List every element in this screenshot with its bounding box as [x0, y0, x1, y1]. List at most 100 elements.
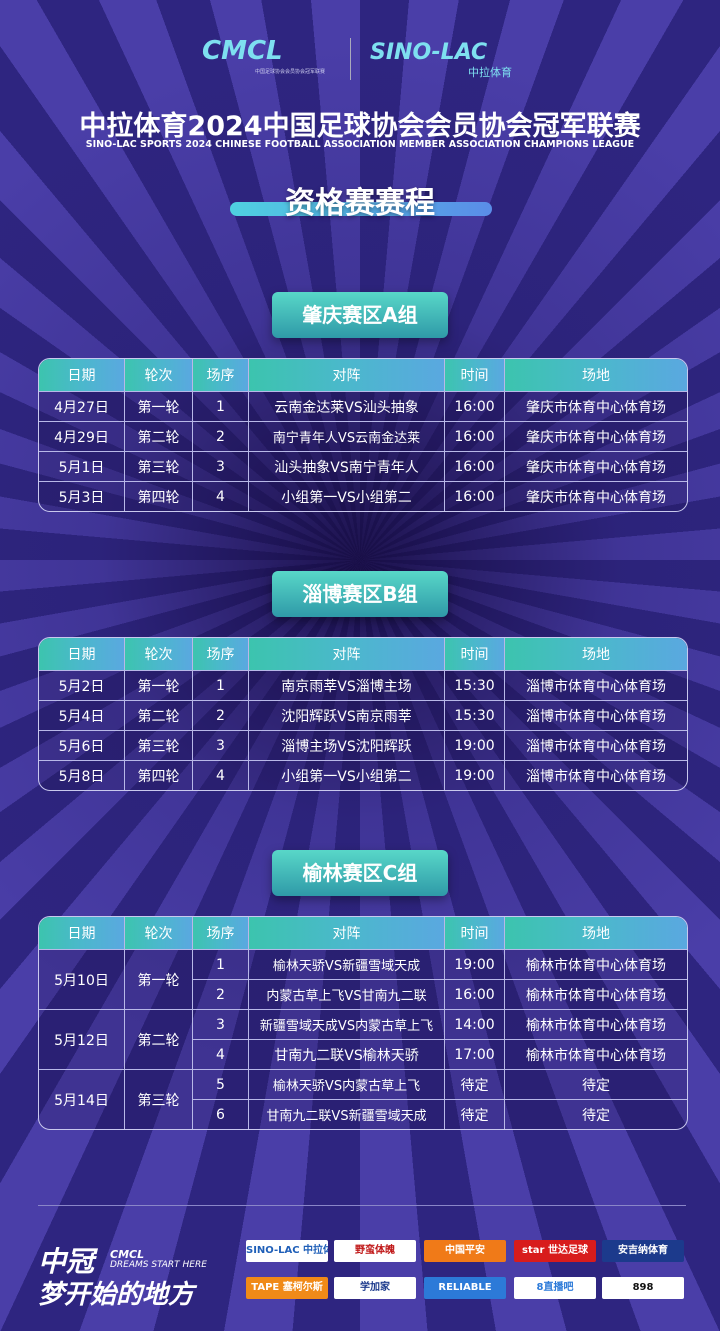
match-number-cell: 1 — [193, 392, 249, 422]
column-header: 时间 — [445, 359, 505, 392]
match-row: 5月14日 第三轮 5 榆林天骄VS内蒙古草上飞 待定 待定 — [39, 1070, 687, 1129]
date-cell: 5月6日 — [39, 731, 125, 761]
matchup-cell: 小组第一VS小组第二 — [249, 761, 445, 790]
venue-cell: 淄博市体育中心体育场 — [505, 731, 687, 761]
match-row: 5月6日 第三轮 3 淄博主场VS沈阳辉跃 19:00 淄博市体育中心体育场 — [39, 731, 687, 761]
title: 中拉体育2024中国足球协会会员协会冠军联赛 — [79, 111, 641, 142]
sponsor-logo: TAPE 塞柯尔斯 — [246, 1277, 328, 1299]
matchup-cell: 云南金达莱VS汕头抽象 — [249, 392, 445, 422]
match-row: 5月10日 第一轮 1 榆林天骄VS新疆雪域天成 19:00 榆林市体育中心体育场 — [39, 950, 687, 1010]
schedule-table: 日期 轮次 场序 对阵 时间 场地 4月27日 第一轮 1 云南金达莱VS汕头抽象 16:00 肇庆市… — [38, 358, 688, 512]
venue-cell: 淄博市体育中心体育场 — [505, 761, 687, 790]
match-number-cell: 1 — [193, 950, 249, 980]
date-cell: 5月4日 — [39, 701, 125, 731]
column-header: 场序 — [193, 917, 249, 950]
date-cell: 5月8日 — [39, 761, 125, 790]
match-number-cell: 4 — [193, 761, 249, 790]
round-cell: 第三轮 — [125, 452, 193, 482]
matchup-cell: 内蒙古草上飞VS甘南九二联 — [249, 980, 445, 1010]
schedule-table: 日期 轮次 场序 对阵 时间 场地 5月2日 第一轮 1 南京雨莘VS淄博主场 15:30 淄博市体育… — [38, 637, 688, 791]
column-header: 场序 — [193, 638, 249, 671]
column-header: 场地 — [505, 917, 687, 950]
match-number-cell: 3 — [193, 1010, 249, 1040]
logo: CMCL — [202, 36, 283, 66]
schedule-table: 日期 轮次 场序 对阵 时间 场地 5月10日 第一轮 1 榆林天骄VS新疆雪域天成 19:00 榆林… — [38, 916, 688, 1130]
venue-cell: 榆林市体育中心体育场 — [505, 980, 687, 1010]
matchup-cell: 甘南九二联VS榆林天骄 — [249, 1040, 445, 1070]
date-cell: 5月14日 — [39, 1070, 125, 1129]
date-cell: 5月12日 — [39, 1010, 125, 1070]
venue-cell: 肇庆市体育中心体育场 — [505, 482, 687, 511]
column-header: 场地 — [505, 638, 687, 671]
sponsor-logo: 中国平安 — [424, 1240, 506, 1262]
column-header: 场地 — [505, 359, 687, 392]
matchup-cell: 沈阳辉跃VS南京雨莘 — [249, 701, 445, 731]
match-number-cell: 3 — [193, 731, 249, 761]
column-header: 时间 — [445, 638, 505, 671]
column-header: 日期 — [39, 638, 125, 671]
match-number-cell: 4 — [193, 482, 249, 511]
subtitle: SINO-LAC SPORTS 2024 CHINESE FOOTBALL AS… — [85, 139, 635, 150]
venue-cell: 淄博市体育中心体育场 — [505, 671, 687, 701]
date-cell: 5月3日 — [39, 482, 125, 511]
round-cell: 第一轮 — [125, 392, 193, 422]
match-row: 4月29日 第二轮 2 南宁青年人VS云南金达莱 16:00 肇庆市体育中心体育场 — [39, 422, 687, 452]
date-cell: 5月1日 — [39, 452, 125, 482]
time-cell: 待定 — [445, 1070, 505, 1100]
time-cell: 16:00 — [445, 452, 505, 482]
time-cell: 16:00 — [445, 980, 505, 1010]
match-row: 4月27日 第一轮 1 云南金达莱VS汕头抽象 16:00 肇庆市体育中心体育场 — [39, 392, 687, 422]
venue-cell: 榆林市体育中心体育场 — [505, 1010, 687, 1040]
group-title: 肇庆赛区A组 — [272, 292, 448, 338]
slogan: 梦开始的地方 — [38, 1280, 195, 1310]
sponsor-logo: 野蛮体魄 — [334, 1240, 416, 1262]
sponsor-logo: 898 — [602, 1277, 684, 1299]
group-title: 榆林赛区C组 — [272, 850, 448, 896]
header-row: 日期 轮次 场序 对阵 时间 场地 — [39, 917, 687, 950]
match-row: 5月12日 第二轮 3 新疆雪域天成VS内蒙古草上飞 14:00 榆林市体育中心体育场 — [39, 1010, 687, 1070]
time-cell: 17:00 — [445, 1040, 505, 1070]
date-cell: 4月27日 — [39, 392, 125, 422]
date-cell: 4月29日 — [39, 422, 125, 452]
matchup-cell: 南宁青年人VS云南金达莱 — [249, 422, 445, 452]
column-header: 日期 — [39, 917, 125, 950]
round-cell: 第一轮 — [125, 671, 193, 701]
time-cell: 19:00 — [445, 950, 505, 980]
sponsor-logo: 安吉纳体育 — [602, 1240, 684, 1262]
partner-logo: SINO-LAC — [370, 40, 488, 65]
matchup-cell: 榆林天骄VS新疆雪域天成 — [249, 950, 445, 980]
match-row: 5月8日 第四轮 4 小组第一VS小组第二 19:00 淄博市体育中心体育场 — [39, 761, 687, 790]
banner-bar — [230, 202, 492, 216]
time-cell: 16:00 — [445, 392, 505, 422]
match-row: 5月1日 第三轮 3 汕头抽象VS南宁青年人 16:00 肇庆市体育中心体育场 — [39, 452, 687, 482]
footer-line — [38, 1205, 686, 1206]
time-cell: 19:00 — [445, 731, 505, 761]
matchup-cell: 汕头抽象VS南宁青年人 — [249, 452, 445, 482]
matchup-cell: 新疆雪域天成VS内蒙古草上飞 — [249, 1010, 445, 1040]
column-header: 时间 — [445, 917, 505, 950]
column-header: 对阵 — [249, 638, 445, 671]
sponsor-logo: 学加家 — [334, 1277, 416, 1299]
sponsor-logo: RELIABLE — [424, 1277, 506, 1299]
date-cell: 5月2日 — [39, 671, 125, 701]
sponsor-logo: 8直播吧 — [514, 1277, 596, 1299]
match-number-cell: 2 — [193, 422, 249, 452]
group-title: 淄博赛区B组 — [272, 571, 448, 617]
column-header: 轮次 — [125, 638, 193, 671]
matchup-cell: 甘南九二联VS新疆雪域天成 — [249, 1100, 445, 1129]
matchup-cell: 南京雨莘VS淄博主场 — [249, 671, 445, 701]
venue-cell: 淄博市体育中心体育场 — [505, 701, 687, 731]
slogan-brand: CMCL — [110, 1248, 145, 1261]
venue-cell: 待定 — [505, 1070, 687, 1100]
match-number-cell: 3 — [193, 452, 249, 482]
time-cell: 14:00 — [445, 1010, 505, 1040]
match-row: 5月2日 第一轮 1 南京雨莘VS淄博主场 15:30 淄博市体育中心体育场 — [39, 671, 687, 701]
sponsor-logo: star 世达足球 — [514, 1240, 596, 1262]
header-row: 日期 轮次 场序 对阵 时间 场地 — [39, 359, 687, 392]
round-cell: 第一轮 — [125, 950, 193, 1010]
round-cell: 第二轮 — [125, 701, 193, 731]
match-row: 5月3日 第四轮 4 小组第一VS小组第二 16:00 肇庆市体育中心体育场 — [39, 482, 687, 511]
banner: 资格赛赛程 — [285, 186, 435, 221]
matchup-cell: 小组第一VS小组第二 — [249, 482, 445, 511]
column-header: 场序 — [193, 359, 249, 392]
